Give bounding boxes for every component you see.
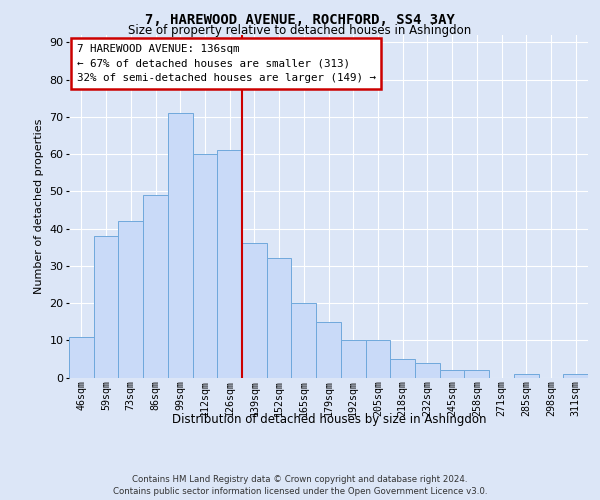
- Bar: [341, 340, 365, 378]
- Bar: [193, 154, 217, 378]
- Bar: [143, 195, 168, 378]
- Bar: [242, 244, 267, 378]
- Bar: [464, 370, 489, 378]
- Bar: [292, 303, 316, 378]
- Y-axis label: Number of detached properties: Number of detached properties: [34, 118, 44, 294]
- Text: 7 HAREWOOD AVENUE: 136sqm
← 67% of detached houses are smaller (313)
32% of semi: 7 HAREWOOD AVENUE: 136sqm ← 67% of detac…: [77, 44, 376, 83]
- Bar: [563, 374, 588, 378]
- Text: Size of property relative to detached houses in Ashingdon: Size of property relative to detached ho…: [128, 24, 472, 37]
- Bar: [94, 236, 118, 378]
- Bar: [415, 362, 440, 378]
- Bar: [118, 221, 143, 378]
- Bar: [168, 113, 193, 378]
- Bar: [390, 359, 415, 378]
- Text: 7, HAREWOOD AVENUE, ROCHFORD, SS4 3AY: 7, HAREWOOD AVENUE, ROCHFORD, SS4 3AY: [145, 12, 455, 26]
- Bar: [217, 150, 242, 378]
- Bar: [69, 336, 94, 378]
- Text: Contains HM Land Registry data © Crown copyright and database right 2024.
Contai: Contains HM Land Registry data © Crown c…: [113, 474, 487, 496]
- Bar: [514, 374, 539, 378]
- Bar: [316, 322, 341, 378]
- Bar: [440, 370, 464, 378]
- Text: Distribution of detached houses by size in Ashingdon: Distribution of detached houses by size …: [172, 412, 486, 426]
- Bar: [365, 340, 390, 378]
- Bar: [267, 258, 292, 378]
